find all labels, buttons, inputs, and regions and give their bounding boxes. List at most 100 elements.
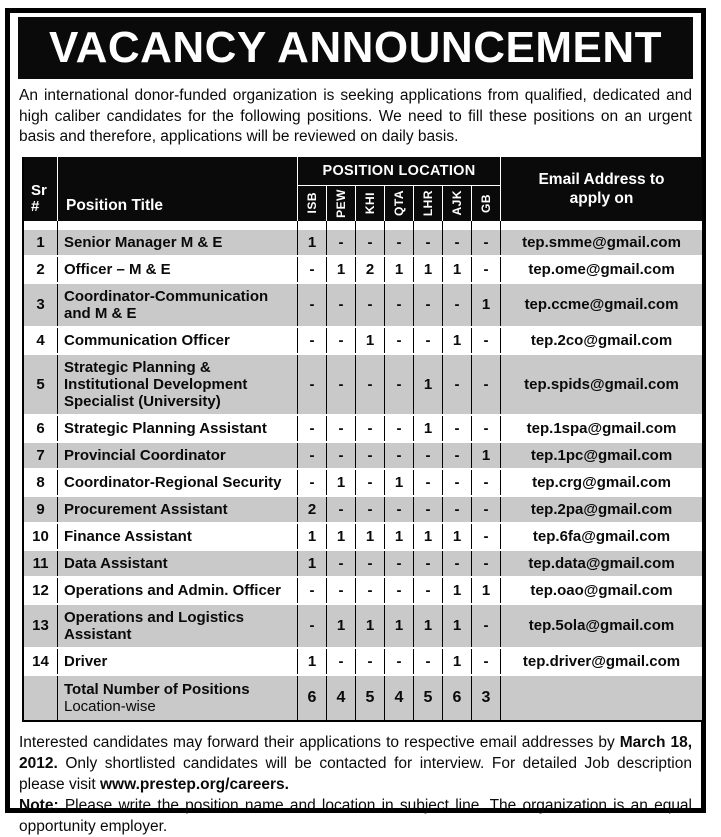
row-location-count: - bbox=[356, 550, 385, 576]
khi-label: KHI bbox=[363, 191, 377, 215]
row-location-count: - bbox=[414, 229, 443, 255]
row-sr-number: 9 bbox=[24, 496, 58, 522]
row-location-count: - bbox=[443, 469, 472, 495]
row-position-title: Procurement Assistant bbox=[58, 496, 298, 522]
row-location-count: 1 bbox=[356, 523, 385, 549]
row-email-address: tep.5ola@gmail.com bbox=[528, 617, 675, 634]
row-location-count: - bbox=[472, 256, 501, 282]
row-location-count: - bbox=[443, 496, 472, 522]
row-position-title: Coordinator-Regional Security bbox=[58, 469, 298, 495]
page-title: VACANCY ANNOUNCEMENT bbox=[49, 23, 662, 72]
row-location-count: 1 bbox=[327, 523, 356, 549]
total-location-count: 4 bbox=[327, 675, 356, 720]
row-position-title: Driver bbox=[58, 648, 298, 674]
ajk-label: AJK bbox=[450, 190, 464, 216]
careers-url: www.prestep.org/careers. bbox=[99, 775, 289, 793]
table-row: 6 Strategic Planning Assistant - - - -1- - tep.… bbox=[24, 413, 702, 441]
total-location-count: 5 bbox=[414, 675, 443, 720]
intro-paragraph: An international donor-funded organizati… bbox=[19, 87, 692, 145]
row-location-count: - bbox=[327, 442, 356, 468]
footer-text-segment: Interested candidates may forward their … bbox=[19, 733, 620, 751]
gb-label: GB bbox=[479, 193, 493, 213]
row-location-count: - bbox=[356, 442, 385, 468]
row-position-title: Provincial Coordinator bbox=[58, 442, 298, 468]
row-email-address: tep.2pa@gmail.com bbox=[530, 500, 673, 518]
footer-paragraph-2: Note: Please write the position name and… bbox=[19, 795, 692, 837]
row-location-count: - bbox=[472, 550, 501, 576]
qta-label: QTA bbox=[392, 190, 406, 216]
row-position-title: Officer – M & E bbox=[58, 256, 298, 282]
row-location-count: 1 bbox=[414, 523, 443, 549]
row-location-count: - bbox=[298, 354, 327, 414]
total-row: Total Number of Positions Location-wise 6 4… bbox=[24, 673, 702, 720]
row-location-count: 1 bbox=[298, 229, 327, 255]
row-email-address: tep.6fa@gmail.com bbox=[532, 527, 671, 545]
deadline-date: March 18, 2012. bbox=[19, 733, 692, 772]
row-location-count: 1 bbox=[327, 256, 356, 282]
row-email-address: tep.ome@gmail.com bbox=[528, 260, 675, 278]
pew-label: PEW bbox=[334, 188, 348, 218]
row-email-address: tep.oao@gmail.com bbox=[530, 581, 673, 599]
row-location-count: 1 bbox=[443, 577, 472, 603]
row-location-count: 1 bbox=[414, 604, 443, 647]
row-location-count: - bbox=[472, 229, 501, 255]
row-sr-number: 5 bbox=[24, 354, 58, 414]
row-location-count: 1 bbox=[385, 523, 414, 549]
row-location-count: 2 bbox=[356, 256, 385, 282]
table-body: 1 Senior Manager M & E 1- - - - - - tep.smme@gma… bbox=[24, 229, 702, 720]
total-label-main: Total Number of Positions bbox=[64, 680, 250, 698]
column-header-isb: ISB bbox=[298, 185, 327, 221]
row-position-title: Operations and Admin. Officer bbox=[58, 577, 298, 603]
row-location-count: 2 bbox=[298, 496, 327, 522]
row-email-address: tep.spids@gmail.com bbox=[524, 375, 679, 393]
position-location-label: POSITION LOCATION bbox=[322, 162, 476, 179]
row-location-count: - bbox=[356, 354, 385, 414]
footer-text-segment: Only shortlisted candidates will be cont… bbox=[19, 754, 692, 793]
total-location-count: 4 bbox=[385, 675, 414, 720]
row-location-count: - bbox=[385, 550, 414, 576]
row-sr-number: 8 bbox=[24, 469, 58, 495]
row-location-count: - bbox=[356, 229, 385, 255]
row-location-count: - bbox=[298, 577, 327, 603]
table-row: 14 Driver 1- - - -1- tep.driver@gmail.com bbox=[24, 646, 702, 674]
row-location-count: - bbox=[298, 256, 327, 282]
row-location-count: - bbox=[414, 496, 443, 522]
row-position-title: Communication Officer bbox=[58, 327, 298, 353]
row-location-count: - bbox=[414, 283, 443, 326]
row-location-count: - bbox=[327, 648, 356, 674]
row-location-count: - bbox=[443, 354, 472, 414]
header-spacer-row bbox=[24, 220, 702, 230]
email-header-label: Email Address to apply on bbox=[538, 170, 665, 207]
row-location-count: - bbox=[414, 442, 443, 468]
row-location-count: - bbox=[414, 469, 443, 495]
row-location-count: - bbox=[327, 496, 356, 522]
row-location-count: - bbox=[443, 442, 472, 468]
row-location-count: - bbox=[356, 648, 385, 674]
total-email-empty bbox=[501, 676, 702, 720]
column-header-position-title: Position Title bbox=[58, 156, 298, 221]
row-location-count: - bbox=[356, 577, 385, 603]
column-header-khi: KHI bbox=[356, 185, 385, 221]
note-label: Note: bbox=[19, 796, 59, 814]
row-location-count: - bbox=[385, 354, 414, 414]
row-location-count: - bbox=[443, 550, 472, 576]
table-row: 3 Coordinator-Communication and M & E----… bbox=[24, 281, 702, 326]
row-position-title: Strategic Planning & Institutional Devel… bbox=[58, 354, 298, 414]
table-row: 8 Coordinator-Regional Security -1-1- - - tep… bbox=[24, 467, 702, 495]
row-location-count: - bbox=[385, 442, 414, 468]
vacancy-title-bar: VACANCY ANNOUNCEMENT bbox=[18, 17, 693, 79]
row-sr-number: 12 bbox=[24, 577, 58, 603]
row-location-count: - bbox=[443, 415, 472, 441]
table-row: 5 Strategic Planning & Institutional Deve… bbox=[24, 352, 702, 414]
row-location-count: - bbox=[327, 354, 356, 414]
row-location-count: 1 bbox=[327, 604, 356, 647]
row-sr-number: 13 bbox=[24, 604, 58, 647]
positions-table: Sr # Position Title POSITION LOCATION IS… bbox=[22, 156, 704, 722]
row-location-count: - bbox=[414, 327, 443, 353]
row-location-count: - bbox=[443, 229, 472, 255]
table-row: 7 Provincial Coordinator - - - - - -1 tep.1pc@gm… bbox=[24, 440, 702, 468]
row-location-count: - bbox=[327, 283, 356, 326]
total-location-count: 6 bbox=[298, 675, 327, 720]
row-position-title: Operations and Logistics Assistant bbox=[58, 604, 298, 647]
row-location-count: - bbox=[385, 577, 414, 603]
